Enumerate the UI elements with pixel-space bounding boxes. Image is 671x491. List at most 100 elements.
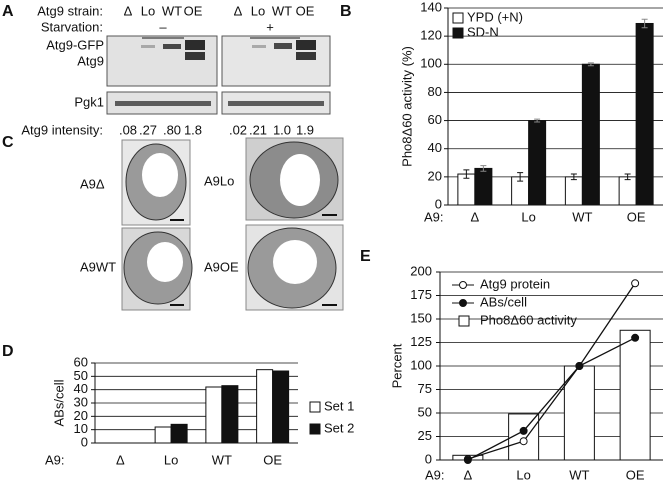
legend-label: YPD (+N) bbox=[467, 9, 523, 24]
x-tick-label: Lo bbox=[516, 467, 530, 482]
x-tick-label: OE bbox=[626, 467, 645, 482]
x-axis-label: A9: bbox=[45, 452, 65, 467]
y-tick-label: 150 bbox=[410, 310, 432, 325]
legend-label: Set 1 bbox=[324, 398, 354, 413]
y-tick-label: 0 bbox=[81, 434, 88, 449]
bar bbox=[508, 413, 540, 461]
y-tick-label: 10 bbox=[74, 421, 88, 436]
loading-label: Pgk1 bbox=[74, 94, 104, 109]
intensity-value: .08 bbox=[119, 122, 137, 137]
line bbox=[467, 337, 636, 461]
y-tick-label: 80 bbox=[428, 84, 442, 99]
line bbox=[467, 282, 636, 460]
lane-label: OE bbox=[184, 3, 203, 18]
intensity-value: .21 bbox=[249, 122, 267, 137]
bar bbox=[581, 63, 600, 206]
error-bar bbox=[480, 165, 487, 172]
marker bbox=[631, 279, 640, 288]
y-tick-label: 0 bbox=[425, 451, 432, 466]
y-tick-label: 50 bbox=[74, 368, 88, 383]
western-blot bbox=[106, 35, 331, 115]
marker bbox=[463, 456, 472, 464]
x-tick-label: Δ bbox=[471, 209, 480, 224]
y-tick-label: 0 bbox=[435, 196, 442, 211]
marker bbox=[519, 426, 528, 435]
y-tick-label: 20 bbox=[428, 168, 442, 183]
bar bbox=[154, 426, 172, 444]
y-tick-label: 40 bbox=[74, 381, 88, 396]
y-tick-label: 75 bbox=[418, 381, 432, 396]
bands bbox=[115, 40, 324, 106]
marker bbox=[575, 362, 584, 370]
y-tick-label: 100 bbox=[410, 357, 432, 372]
intensity-value: .80 bbox=[163, 122, 181, 137]
strain-label: Atg9 strain: bbox=[37, 3, 103, 18]
error-bar bbox=[624, 173, 631, 181]
starvation-value: – bbox=[159, 19, 167, 34]
bar bbox=[564, 176, 583, 206]
bar bbox=[256, 369, 274, 444]
starvation-label: Starvation: bbox=[41, 19, 103, 34]
lane-label: Lo bbox=[141, 3, 155, 18]
y-tick-label: 40 bbox=[428, 140, 442, 155]
error-bar bbox=[534, 118, 541, 123]
lane-label: Δ bbox=[234, 3, 243, 18]
y-axis-label: ABs/cell bbox=[51, 379, 66, 426]
bar bbox=[221, 385, 239, 444]
legend-swatch bbox=[452, 12, 464, 24]
bar bbox=[563, 365, 595, 461]
legend-label: Atg9 protein bbox=[480, 276, 550, 291]
micrograph bbox=[121, 139, 191, 226]
y-tick-label: 125 bbox=[410, 334, 432, 349]
lane-label: Δ bbox=[124, 3, 133, 18]
x-tick-label: OE bbox=[263, 452, 282, 467]
micrograph bbox=[121, 227, 193, 311]
lane-label: WT bbox=[162, 3, 182, 18]
panel-letter: D bbox=[2, 343, 14, 360]
legend-swatch bbox=[309, 401, 321, 413]
lane-label: OE bbox=[296, 3, 315, 18]
intensity-value: 1.9 bbox=[296, 122, 314, 137]
bar bbox=[619, 329, 651, 461]
x-tick-label: Lo bbox=[521, 209, 535, 224]
bar bbox=[474, 167, 493, 206]
band-label: Atg9-GFP bbox=[46, 37, 104, 52]
micrograph-label: A9WT bbox=[80, 259, 116, 274]
error-bar bbox=[570, 173, 577, 181]
y-tick-label: 50 bbox=[418, 404, 432, 419]
y-tick-label: 120 bbox=[420, 28, 442, 43]
x-tick-label: Δ bbox=[464, 467, 473, 482]
bar bbox=[170, 423, 188, 444]
legend-label: SD-N bbox=[467, 24, 499, 39]
intensity-value: .02 bbox=[229, 122, 247, 137]
starvation-value: + bbox=[266, 19, 274, 34]
error-bar bbox=[517, 172, 524, 182]
micrograph bbox=[245, 137, 344, 221]
x-tick-label: WT bbox=[572, 209, 592, 224]
y-axis-label: Pho8Δ60 activity (%) bbox=[399, 46, 414, 167]
band-label: Atg9 bbox=[77, 53, 104, 68]
bar bbox=[635, 22, 654, 206]
intensity-label: Atg9 intensity: bbox=[21, 122, 103, 137]
legend-marker bbox=[459, 299, 467, 307]
y-tick-label: 60 bbox=[428, 112, 442, 127]
error-bar bbox=[463, 169, 470, 179]
lane-label: WT bbox=[272, 3, 292, 18]
panel-letter: C bbox=[2, 134, 14, 151]
y-tick-label: 20 bbox=[74, 408, 88, 423]
panel-letter: B bbox=[340, 3, 352, 20]
x-tick-label: WT bbox=[569, 467, 589, 482]
lane-label: Lo bbox=[251, 3, 265, 18]
micrograph-label: A9Lo bbox=[204, 173, 234, 188]
legend-marker bbox=[459, 281, 467, 289]
micrographs bbox=[121, 137, 344, 311]
bar bbox=[205, 386, 223, 444]
marker bbox=[519, 437, 528, 446]
marker bbox=[631, 333, 640, 342]
y-tick-label: 60 bbox=[74, 354, 88, 369]
legend-label: Pho8Δ60 activity bbox=[480, 312, 577, 327]
x-axis-label: A9: bbox=[425, 467, 445, 482]
bar bbox=[528, 120, 547, 206]
panel-letter: E bbox=[360, 248, 371, 265]
